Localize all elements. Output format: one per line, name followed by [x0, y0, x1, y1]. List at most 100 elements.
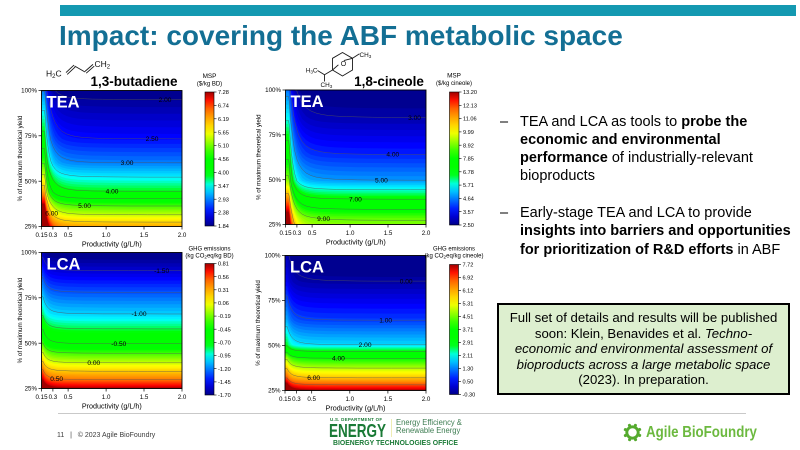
svg-text:2.91: 2.91 — [463, 341, 474, 347]
svg-text:4.64: 4.64 — [463, 197, 474, 203]
svg-text:3.00: 3.00 — [121, 160, 134, 167]
svg-text:0.5: 0.5 — [308, 230, 317, 237]
svg-text:3.47: 3.47 — [218, 184, 229, 190]
svg-text:2.0: 2.0 — [422, 230, 431, 237]
svg-text:($/kg BD): ($/kg BD) — [197, 82, 222, 88]
svg-text:-0.30: -0.30 — [463, 393, 476, 399]
svg-text:100%: 100% — [265, 253, 281, 260]
svg-text:8.92: 8.92 — [463, 143, 474, 149]
svg-text:0.56: 0.56 — [218, 275, 229, 281]
svg-text:Productivity (g/L/h): Productivity (g/L/h) — [326, 403, 386, 412]
svg-text:% of maximum theoretical yield: % of maximum theoretical yield — [17, 277, 24, 363]
svg-text:7.28: 7.28 — [218, 90, 229, 96]
svg-text:2.0: 2.0 — [178, 232, 187, 239]
svg-text:50%: 50% — [269, 177, 282, 184]
svg-text:75%: 75% — [269, 132, 282, 139]
svg-text:0.81: 0.81 — [218, 262, 229, 268]
svg-text:5.00: 5.00 — [375, 177, 388, 184]
svg-text:1.5: 1.5 — [140, 232, 149, 239]
svg-text:4.00: 4.00 — [106, 188, 119, 195]
svg-text:2.93: 2.93 — [218, 197, 229, 203]
svg-text:5.00: 5.00 — [78, 203, 91, 210]
svg-text:3.71: 3.71 — [463, 328, 474, 334]
svg-text:0.15: 0.15 — [279, 396, 292, 403]
svg-text:0.3: 0.3 — [292, 396, 301, 403]
svg-text:% of maximum theoretical yield: % of maximum theoretical yield — [17, 115, 24, 201]
svg-text:7.72: 7.72 — [463, 263, 474, 269]
svg-text:75%: 75% — [268, 298, 281, 305]
svg-text:0.5: 0.5 — [64, 394, 73, 401]
svg-text:3.57: 3.57 — [463, 210, 474, 216]
svg-text:100%: 100% — [21, 88, 37, 95]
svg-text:2.38: 2.38 — [218, 211, 229, 217]
svg-text:7.85: 7.85 — [463, 157, 474, 163]
svg-text:5.71: 5.71 — [463, 183, 474, 189]
svg-text:4.51: 4.51 — [463, 315, 474, 321]
svg-text:25%: 25% — [268, 388, 281, 395]
svg-text:0.3: 0.3 — [293, 230, 302, 237]
svg-text:-1.00: -1.00 — [131, 311, 146, 318]
svg-text:% of maximum theoretical yield: % of maximum theoretical yield — [255, 280, 262, 366]
svg-text:(kg CO2eq/kg cineole): (kg CO2eq/kg cineole) — [425, 254, 484, 260]
svg-text:2.11: 2.11 — [463, 354, 473, 360]
svg-text:1.0: 1.0 — [102, 232, 111, 239]
svg-text:GHG emissions: GHG emissions — [188, 247, 230, 253]
svg-text:0.3: 0.3 — [49, 394, 58, 401]
svg-text:-1.50: -1.50 — [154, 268, 169, 275]
svg-text:4.00: 4.00 — [332, 356, 345, 363]
svg-text:Productivity (g/L/h): Productivity (g/L/h) — [326, 237, 386, 246]
svg-text:H3C: H3C — [306, 68, 318, 75]
svg-text:-0.50: -0.50 — [111, 341, 126, 348]
svg-text:50%: 50% — [25, 340, 38, 347]
svg-text:2.0: 2.0 — [178, 394, 187, 401]
svg-text:Productivity (g/L/h): Productivity (g/L/h) — [82, 239, 142, 248]
svg-text:50%: 50% — [25, 178, 38, 185]
svg-text:4.00: 4.00 — [218, 171, 229, 177]
svg-text:0.06: 0.06 — [218, 301, 229, 307]
svg-text:-1.20: -1.20 — [218, 367, 231, 373]
svg-text:12.13: 12.13 — [463, 103, 477, 109]
svg-text:5.31: 5.31 — [463, 302, 474, 308]
svg-text:CH2: CH2 — [95, 59, 111, 71]
svg-text:0.15: 0.15 — [35, 232, 48, 239]
svg-text:25%: 25% — [269, 222, 282, 229]
svg-text:-0.95: -0.95 — [218, 354, 231, 360]
svg-text:TEA: TEA — [291, 93, 324, 111]
svg-text:6.19: 6.19 — [218, 117, 229, 123]
svg-text:4.00: 4.00 — [386, 152, 399, 159]
svg-text:0.5: 0.5 — [64, 232, 73, 239]
svg-text:1.5: 1.5 — [140, 394, 149, 401]
svg-text:5.10: 5.10 — [218, 144, 229, 150]
svg-text:1.0: 1.0 — [346, 230, 355, 237]
svg-text:0.3: 0.3 — [49, 232, 58, 239]
svg-text:H2C: H2C — [46, 69, 62, 81]
svg-text:11.06: 11.06 — [463, 117, 477, 123]
svg-text:3.00: 3.00 — [408, 115, 421, 122]
svg-text:5.65: 5.65 — [218, 130, 229, 136]
svg-text:1,8-cineole: 1,8-cineole — [354, 74, 424, 89]
svg-text:100%: 100% — [265, 87, 281, 94]
svg-text:50%: 50% — [268, 343, 281, 350]
svg-text:0.50: 0.50 — [50, 376, 63, 383]
svg-text:CH3: CH3 — [360, 52, 372, 59]
svg-text:6.92: 6.92 — [463, 276, 474, 282]
svg-text:0.5: 0.5 — [307, 396, 316, 403]
svg-text:-0.45: -0.45 — [218, 327, 231, 333]
svg-text:(kg CO2eq/kg BD): (kg CO2eq/kg BD) — [185, 254, 233, 260]
svg-text:9.99: 9.99 — [463, 130, 474, 136]
svg-text:1.30: 1.30 — [463, 367, 474, 373]
svg-text:1.84: 1.84 — [218, 224, 229, 230]
svg-text:LCA: LCA — [47, 256, 81, 274]
svg-text:0.15: 0.15 — [35, 394, 48, 401]
svg-text:6.12: 6.12 — [463, 289, 474, 295]
svg-text:0.00: 0.00 — [400, 278, 413, 285]
svg-text:GHG emissions: GHG emissions — [433, 247, 475, 253]
svg-text:2.00: 2.00 — [159, 97, 172, 104]
svg-text:TEA: TEA — [47, 94, 80, 112]
svg-text:1.0: 1.0 — [345, 396, 354, 403]
svg-text:LCA: LCA — [290, 259, 324, 277]
svg-text:25%: 25% — [25, 224, 38, 231]
svg-text:1.00: 1.00 — [379, 318, 392, 325]
svg-text:% of maximum theoretical yield: % of maximum theoretical yield — [256, 114, 263, 200]
svg-text:0.50: 0.50 — [463, 380, 474, 386]
